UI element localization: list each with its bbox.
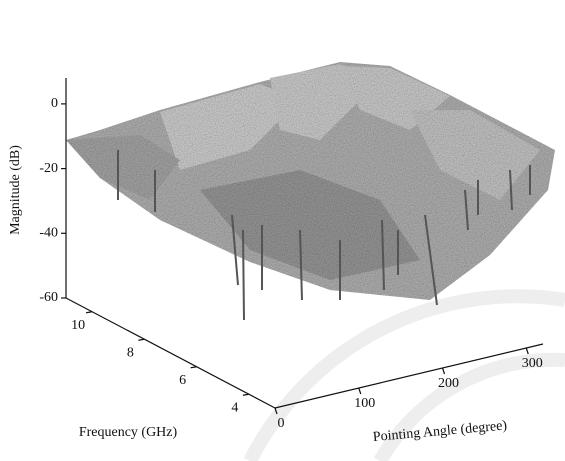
x-axis-label: Pointing Angle (degree) xyxy=(372,418,508,445)
x-tick-label: 0 xyxy=(278,416,285,431)
z-tick-label: -60 xyxy=(39,290,58,305)
x-tick-label: 200 xyxy=(438,376,459,391)
y-tick-label: 8 xyxy=(127,345,134,360)
x-tick xyxy=(274,407,278,415)
x-tick xyxy=(525,347,529,355)
y-axis-label: Frequency (GHz) xyxy=(79,425,178,440)
y-axis xyxy=(65,297,276,409)
surface-spikes xyxy=(117,150,531,321)
y-tick xyxy=(190,366,197,369)
surface xyxy=(66,62,555,300)
y-tick xyxy=(86,311,93,314)
x-tick-label: 100 xyxy=(354,396,375,411)
z-axis-label: Magnitude (dB) xyxy=(8,145,23,235)
x-tick xyxy=(358,387,362,395)
y-tick-label: 4 xyxy=(231,400,238,415)
z-tick-label: -40 xyxy=(39,226,58,241)
y-tick-label: 10 xyxy=(71,318,85,333)
z-tick-label: -20 xyxy=(39,161,58,176)
y-tick-label: 6 xyxy=(179,373,186,388)
y-tick xyxy=(138,338,145,341)
x-tick xyxy=(441,367,446,375)
z-tick-label: 0 xyxy=(51,96,58,111)
watermark xyxy=(243,289,565,461)
x-axis xyxy=(274,343,544,409)
y-tick xyxy=(242,393,249,396)
x-tick-label: 300 xyxy=(522,356,543,371)
